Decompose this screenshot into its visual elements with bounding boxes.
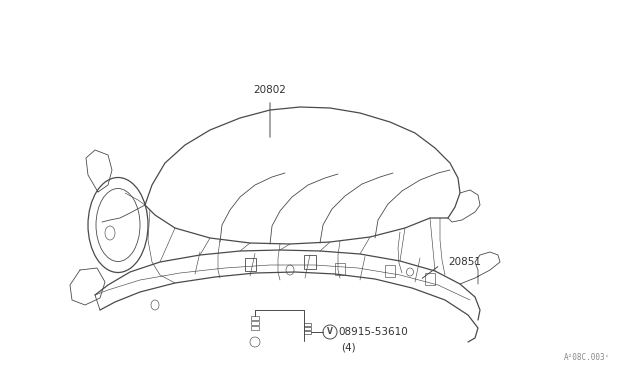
Text: 20851: 20851 <box>448 257 481 267</box>
Bar <box>304 323 311 326</box>
Bar <box>304 327 311 330</box>
Bar <box>251 316 259 320</box>
Text: (4): (4) <box>340 342 355 352</box>
Text: V: V <box>327 327 333 337</box>
Text: 08915-53610: 08915-53610 <box>338 327 408 337</box>
Bar <box>245 258 256 271</box>
Bar <box>304 255 316 269</box>
Bar <box>251 326 259 330</box>
Bar <box>251 321 259 325</box>
Bar <box>304 331 311 334</box>
Bar <box>425 273 435 285</box>
Text: 20802: 20802 <box>253 85 287 95</box>
Text: A²08C.003ⁱ: A²08C.003ⁱ <box>564 353 610 362</box>
Bar <box>335 263 345 275</box>
Bar <box>385 265 395 277</box>
